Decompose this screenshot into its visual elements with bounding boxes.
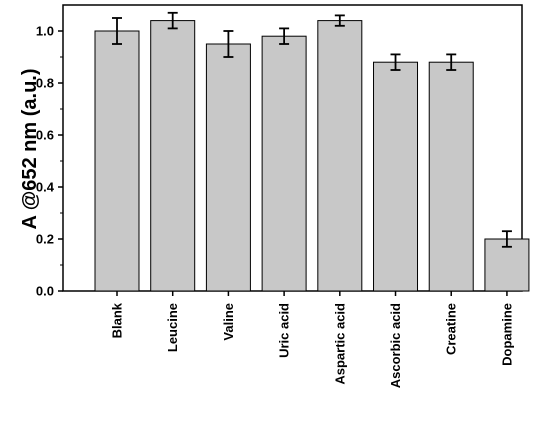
plot-area: 0.0 0.2 0.4 0.6 0.8 1.0 Blank Leucine Valine Uric… [36,4,530,388]
x-category-label: Aspartic acid [332,303,347,385]
x-category-label: Blank [110,302,125,338]
y-tick-label: 0.0 [36,284,54,299]
bar-uric-acid [261,35,307,292]
x-category-label: Creatine [444,303,459,355]
x-category-label: Dopamine [499,303,514,366]
x-category-label: Valine [221,303,236,341]
y-tick-label: 0.6 [36,128,54,143]
x-category-label: Ascorbic acid [388,303,403,388]
x-category-label: Uric acid [277,303,292,358]
x-category-label: Leucine [165,303,180,352]
bar-leucine [150,20,196,292]
y-axis-title: A @652 nm (a.u.) [19,68,41,229]
bar-ascorbic-acid [373,61,419,292]
bar-creatine [428,61,474,292]
bar-aspartic-acid [317,20,363,292]
y-tick-label: 0.8 [36,76,54,91]
y-tick-label: 0.4 [36,180,55,195]
y-tick-label: 0.2 [36,232,54,247]
bar-valine [205,43,251,292]
bar-blank [94,30,140,292]
y-tick-label: 1.0 [36,24,54,39]
